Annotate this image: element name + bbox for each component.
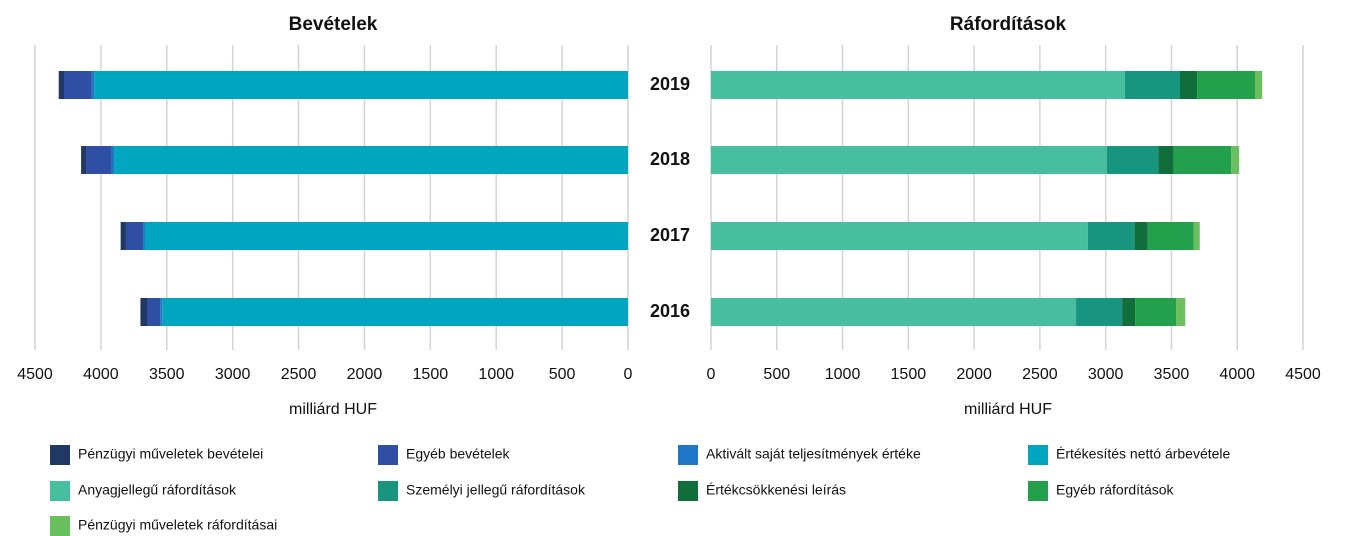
legend-label: Anyagjellegű ráfordítások — [78, 482, 237, 498]
x-tick-label: 4000 — [1219, 366, 1255, 383]
y-tick-label: 2017 — [650, 225, 690, 245]
x-tick-label: 0 — [707, 366, 716, 383]
bar-segment — [160, 298, 163, 326]
x-tick-label: 2500 — [281, 366, 317, 383]
x-tick-label: 3000 — [1088, 366, 1124, 383]
x-tick-label: 1000 — [825, 366, 861, 383]
bar-segment — [1124, 71, 1180, 99]
y-tick-label: 2016 — [650, 301, 690, 321]
bar-segment — [1197, 71, 1255, 99]
bar-segment — [147, 298, 161, 326]
bar-segment — [1173, 146, 1232, 174]
x-tick-label: 3500 — [1154, 366, 1190, 383]
x-tick-label: 4500 — [17, 366, 53, 383]
x-tick-label: 500 — [763, 366, 790, 383]
x-tick-label: 2000 — [956, 366, 992, 383]
bar-segment — [91, 71, 95, 99]
bar-segment — [140, 298, 148, 326]
bar-segment — [143, 222, 146, 250]
x-tick-label: 3500 — [149, 366, 185, 383]
x-axis-label: milliárd HUF — [289, 401, 377, 418]
bar-segment — [145, 222, 629, 250]
legend-label: Értékesítés nettó árbevétele — [1056, 446, 1231, 462]
y-tick-label: 2018 — [650, 149, 690, 169]
legend-swatch — [678, 445, 698, 465]
bar-segment — [711, 222, 1088, 250]
bar-segment — [162, 298, 628, 326]
bar-segment — [1231, 146, 1240, 174]
bar-segment — [711, 298, 1077, 326]
bar-segment — [711, 146, 1107, 174]
legend-swatch — [1028, 481, 1048, 501]
bar-segment — [1254, 71, 1263, 99]
chart-title: Bevételek — [289, 14, 378, 35]
bar-segment — [1122, 298, 1136, 326]
bar-segment — [711, 71, 1125, 99]
legend-swatch — [50, 445, 70, 465]
bar-segment — [58, 71, 64, 99]
bar-segment — [86, 146, 112, 174]
y-tick-label: 2019 — [650, 74, 690, 94]
legend-label: Egyéb ráfordítások — [1056, 482, 1175, 498]
x-tick-label: 4000 — [83, 366, 119, 383]
x-tick-label: 4500 — [1285, 366, 1321, 383]
legend-label: Pénzügyi műveletek bevételei — [78, 446, 263, 462]
x-tick-label: 1000 — [478, 366, 514, 383]
legend-label: Egyéb bevételek — [406, 446, 511, 462]
bar-segment — [1147, 222, 1194, 250]
bar-segment — [1135, 298, 1177, 326]
x-tick-label: 1500 — [891, 366, 927, 383]
legend-label: Értékcsökkenési leírás — [706, 482, 846, 498]
legend-label: Pénzügyi műveletek ráfordításai — [78, 517, 277, 533]
legend-label: Személyi jellegű ráfordítások — [406, 482, 586, 498]
x-axis-label: milliárd HUF — [964, 401, 1052, 418]
bar-segment — [1106, 146, 1159, 174]
legend-swatch — [378, 445, 398, 465]
chart-title: Ráfordítások — [950, 14, 1067, 35]
x-tick-label: 500 — [549, 366, 576, 383]
bar-segment — [63, 71, 92, 99]
legend-swatch — [50, 481, 70, 501]
bar-segment — [1179, 71, 1198, 99]
bar-segment — [1087, 222, 1135, 250]
legend-swatch — [50, 516, 70, 536]
x-tick-label: 2000 — [347, 366, 383, 383]
x-tick-label: 2500 — [1022, 366, 1058, 383]
bar-segment — [81, 146, 87, 174]
bar-segment — [1158, 146, 1174, 174]
bar-segment — [120, 222, 126, 250]
legend-label: Aktivált saját teljesítmények értéke — [706, 446, 921, 462]
bar-segment — [125, 222, 144, 250]
bar-segment — [114, 146, 629, 174]
legend-swatch — [378, 481, 398, 501]
x-tick-label: 1500 — [413, 366, 449, 383]
bar-segment — [1076, 298, 1123, 326]
bar-segment — [1134, 222, 1148, 250]
legend-swatch — [678, 481, 698, 501]
x-tick-label: 3000 — [215, 366, 251, 383]
bar-segment — [111, 146, 115, 174]
legend-swatch — [1028, 445, 1048, 465]
x-tick-label: 0 — [624, 366, 633, 383]
bar-segment — [94, 71, 629, 99]
bar-segment — [1193, 222, 1200, 250]
bar-segment — [1176, 298, 1186, 326]
